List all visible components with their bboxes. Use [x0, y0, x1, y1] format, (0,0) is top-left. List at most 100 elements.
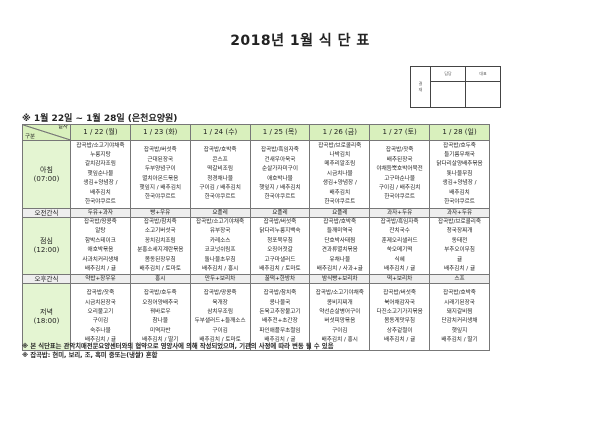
menu-item: 배추전+초간장 — [262, 318, 298, 325]
menu-item: 삼치무조림 — [207, 309, 233, 316]
menu-item: 봄동된장무침 — [144, 256, 176, 263]
menu-item: 오리불고기 — [87, 309, 114, 316]
menu-item: 한국야쿠르트 — [204, 194, 236, 201]
menu-item: 분홍소세지계란볶음 — [137, 247, 184, 254]
menu-item: 한국야쿠르트 — [324, 199, 356, 206]
menu-cell: 요플레 — [249, 208, 311, 218]
menu-item: 배추김치 / 딸기 — [142, 337, 179, 344]
menu-item: 상추겉절이 — [386, 327, 413, 334]
menu-cell: 잡곡밥/호박죽 콘스프 떡갈비조림 청경채나물 구이김 / 배추김치 한국야쿠르트 — [189, 140, 251, 209]
menu-item: 약선순살병어구이 — [319, 309, 361, 316]
menu-cell: 잡곡밥/버섯죽 닭다리누룽지백숙 청포묵무침 오징어젓갈 고구마샐러드 배추김치 / 토마… — [249, 216, 311, 276]
menu-item: 닭다리살양배추볶음 — [436, 161, 483, 168]
menu-item: 잡곡밥/땅콩죽 — [203, 290, 237, 297]
menu-item: 유부장국 — [209, 228, 231, 235]
menu-item: 북어채감자국 — [384, 299, 416, 306]
menu-item: 배추김치 / 토마토 — [259, 266, 301, 273]
menu-item: 밤식빵+보리차 — [322, 276, 358, 283]
menu-item: 배추김치 / 귤 — [84, 266, 117, 273]
approval-col-staff: 담당 — [430, 66, 466, 82]
meal-label: 오후간식 — [22, 274, 71, 285]
menu-item: 햇잎순나물 — [87, 170, 114, 177]
menu-cell: 잡곡밥/호박죽 시래기된장국 돼지갈비찜 단감치커리생채 햇잎지 배추김치 / 딸기 — [429, 283, 490, 352]
menu-item: 고구마순나물 — [384, 175, 416, 182]
menu-item: 과자+두유 — [387, 210, 413, 216]
footnotes: ※ 본 식단표는 관악치매전문요양센터와의 협약으로 영양사에 의해 작성되었으… — [22, 342, 333, 360]
menu-item: 순살가자미구이 — [261, 166, 298, 173]
meal-label: 점심 (12:00) — [22, 216, 71, 276]
menu-cell: 잡곡밥/소고기야채죽 유부장국 카레소스 코코넛쉬림프 돌나물초무침 배추김치 / 홍시 — [189, 216, 251, 276]
menu-item: 버섯피망볶음 — [324, 318, 356, 325]
menu-item: 홍시 — [155, 276, 166, 283]
menu-item: 오징어양배추국 — [142, 299, 179, 306]
menu-item: 콩비지찌개 — [326, 299, 353, 306]
menu-item: 잡곡밥/참치죽 — [263, 290, 297, 297]
menu-item: 소고기버섯국 — [144, 228, 176, 235]
menu-item: 배추김치 / 사과+귤 — [316, 266, 363, 273]
menu-item: 돈육고추장불고기 — [259, 309, 301, 316]
corner-cell: 일자 구분 — [22, 124, 71, 141]
menu-item: 코코넛쉬림프 — [204, 247, 236, 254]
menu-item: 누룽지탕 — [90, 151, 111, 158]
menu-cell: 만두+보리차 — [189, 274, 251, 285]
menu-cell: 빵+우유 — [129, 208, 191, 218]
menu-item: 갈치감자조림 — [84, 161, 116, 168]
menu-item: 배추김치 — [90, 189, 111, 196]
menu-cell: 잡곡밥/참치죽 콩나물국 돈육고추장불고기 배추전+초간장 파인애플무초절임 배추김치 /… — [249, 283, 311, 352]
menu-cell: 잡곡밥/땅콩죽 알탕 함박스테이크 애호박볶음 사과치커리생채 배추김치 / 귤 — [70, 216, 131, 276]
menu-item: 잡곡밥/소고기야채죽 — [76, 142, 125, 149]
menu-item: 청포묵무침 — [267, 237, 293, 244]
menu-item: 꿔바로우 — [149, 309, 171, 316]
menu-item: 숙주나물 — [90, 327, 111, 334]
menu-cell: 잡곡밥/소고기야채죽 콩비지찌개 약선순살병어구이 버섯피망볶음 구이김 배추김치 / 홍… — [309, 283, 371, 352]
date-label: 일자 — [57, 124, 68, 131]
menu-item: 돌나물초무침 — [204, 256, 236, 263]
header-row: 일자 구분 1 / 22 (월) 1 / 23 (화) 1 / 24 (수) 1 / … — [22, 124, 490, 141]
approval-sign-head — [465, 81, 501, 108]
menu-item: 잡곡밥/버섯죽 — [143, 147, 177, 154]
day-header: 1 / 27 (토) — [369, 124, 431, 141]
menu-cell: 홍시 — [129, 274, 191, 285]
menu-item: 잡곡밥/호박죽 — [203, 147, 237, 154]
menu-item: 요플레 — [332, 210, 348, 216]
menu-item: 육개장 — [212, 299, 228, 306]
menu-cell: 스프 — [429, 274, 490, 285]
menu-cell: 요플레 — [309, 208, 371, 218]
menu-cell: 잡곡밥/버섯죽 근대된장국 두부양념구이 멸치아몬드볶음 햇잎지 / 배추김치 한국야쿠르… — [129, 140, 191, 209]
menu-item: 배추김치 / 귤 — [384, 337, 416, 344]
menu-item: 한국야쿠르트 — [264, 194, 296, 201]
meal-label-line: 아침 — [40, 165, 53, 174]
menu-item: 잡곡밥/흑임자죽 — [260, 147, 299, 154]
menu-item: 쑥오메기떡 — [386, 247, 413, 254]
page-title: 2018년 1월 식 단 표 — [230, 33, 370, 49]
menu-item: 배추김치 / 토마토 — [139, 266, 181, 273]
menu-item: 잡곡밥/흑임자죽 — [380, 219, 419, 225]
menu-item: 다진소고기가지볶음 — [376, 309, 423, 316]
menu-cell: 요플레 — [189, 208, 251, 218]
menu-item: 생김+양념장 / — [83, 180, 118, 187]
menu-item: 잡곡밥/호두죽 — [143, 290, 177, 297]
meal-label: 오전간식 — [22, 208, 71, 218]
menu-cell: 잡곡밥/호두죽 들기름무채국 닭다리살양배추볶음 톳나물무침 생김+양념장 / 배추김치 한… — [429, 140, 490, 209]
menu-item: 잡곡밥/잣죽 — [385, 147, 414, 154]
menu-item: 멸치아몬드볶음 — [142, 175, 179, 182]
menu-item: 애호박볶음 — [87, 247, 114, 254]
menu-item: 구이김 / 배추김치 — [199, 184, 241, 191]
approval-sign-staff — [430, 81, 466, 108]
menu-item: 배추김치 — [449, 189, 470, 196]
menu-item: 돼지갈비찜 — [446, 309, 473, 316]
menu-cell: 잡곡밥/버섯죽 북어채감자국 다진소고기가지볶음 봄동게맛무침 상추겉절이 배추김치 / … — [369, 283, 431, 352]
menu-item: 들기름무채국 — [444, 151, 475, 158]
menu-item: 잡곡밥/호박죽 — [323, 219, 357, 225]
menu-item: 단호박사태찜 — [324, 237, 356, 244]
menu-item: 한국야쿠르트 — [84, 199, 116, 206]
menu-item: 과자+두유 — [446, 210, 473, 216]
menu-item: 카레소스 — [209, 237, 231, 244]
menu-item: 잡곡밥/소고기야채죽 — [196, 219, 245, 225]
menu-item: 봄동게맛무침 — [384, 318, 416, 325]
menu-item: 시금치된장국 — [84, 299, 116, 306]
meal-label: 저녁 (18:00) — [22, 283, 71, 352]
day-header: 1 / 25 (목) — [249, 124, 311, 141]
menu-item: 배추김치 / 귤 — [384, 266, 416, 273]
menu-item: 배추김치 / 귤 — [443, 266, 476, 273]
